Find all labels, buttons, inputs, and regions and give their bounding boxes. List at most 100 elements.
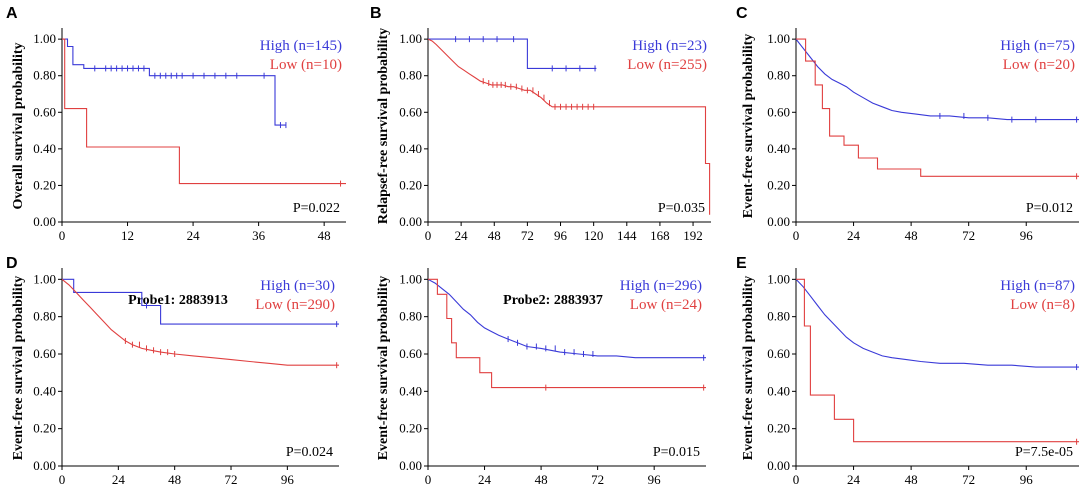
chart-panel-2: 0.00 0.20 0.40 0.60 0.80 1.00 0 24 48 72 96 120 144 1…	[370, 5, 711, 243]
x-tick-label: 192	[683, 228, 703, 243]
y-tick-label: 0.40	[33, 141, 56, 156]
x-tick-label: 24	[847, 472, 861, 487]
x-tick-label: 36	[252, 228, 266, 243]
p-value: P=0.035	[658, 201, 705, 216]
panel-letter: D	[6, 255, 18, 272]
legend-low: Low (n=24)	[630, 297, 702, 313]
x-tick-label: 24	[455, 228, 469, 243]
chart-panel-6: 0.00 0.20 0.40 0.60 0.80 1.00 0 24 48 72 96 Event-f…	[736, 255, 1079, 487]
x-tick-label: 0	[59, 228, 66, 243]
probe-title: Probe2: 2883937	[503, 293, 603, 308]
y-tick-label: 0.80	[767, 68, 790, 83]
legend-low: Low (n=255)	[627, 57, 707, 73]
x-tick-label: 24	[112, 472, 126, 487]
chart-panel-3: 0.00 0.20 0.40 0.60 0.80 1.00 0 24 48 72 96 Event-f…	[736, 5, 1079, 243]
y-tick-label: 0.60	[767, 346, 790, 361]
legend-low: Low (n=290)	[255, 297, 335, 313]
x-tick-label: 120	[584, 228, 604, 243]
high-survival-line	[795, 38, 1079, 121]
y-tick-label: 0.60	[399, 104, 422, 119]
x-tick-label: 72	[521, 228, 534, 243]
legend-low: Low (n=10)	[270, 57, 342, 73]
y-tick-label: 0.60	[767, 104, 790, 119]
y-tick-label: 1.00	[399, 271, 422, 286]
y-tick-label: 1.00	[767, 271, 790, 286]
x-tick-label: 96	[1020, 472, 1034, 487]
low-survival-line	[62, 38, 346, 185]
x-tick-label: 48	[905, 472, 918, 487]
high-survival-line	[62, 38, 286, 126]
panel-letter: A	[6, 5, 18, 22]
low-survival-line	[428, 278, 706, 389]
legend-high: High (n=87)	[1000, 278, 1075, 294]
x-tick-label: 24	[847, 228, 861, 243]
legend-high: High (n=23)	[632, 38, 707, 54]
y-tick-label: 0.00	[33, 214, 56, 229]
y-tick-label: 0.40	[399, 141, 422, 156]
x-tick-label: 96	[648, 472, 662, 487]
panel-letter: C	[736, 5, 748, 22]
legend-high: High (n=145)	[260, 38, 342, 54]
x-tick-label: 72	[591, 472, 604, 487]
y-tick-label: 0.80	[33, 68, 56, 83]
p-value: P=0.024	[286, 445, 333, 460]
x-tick-label: 48	[488, 228, 501, 243]
x-tick-label: 144	[617, 228, 637, 243]
y-tick-label: 0.00	[767, 214, 790, 229]
y-tick-label: 0.80	[399, 309, 422, 324]
x-tick-label: 96	[1020, 228, 1034, 243]
x-tick-label: 0	[425, 472, 432, 487]
x-tick-label: 96	[554, 228, 568, 243]
y-tick-label: 1.00	[33, 271, 56, 286]
x-tick-label: 0	[59, 472, 66, 487]
x-tick-label: 72	[962, 472, 975, 487]
y-tick-label: 0.20	[767, 177, 790, 192]
y-tick-label: 0.40	[33, 383, 56, 398]
y-axis-label: Overall survival probability	[11, 43, 26, 210]
y-tick-label: 0.20	[399, 421, 422, 436]
y-tick-label: 1.00	[33, 31, 56, 46]
low-survival-line	[61, 278, 339, 366]
legend-high: High (n=75)	[1000, 38, 1075, 54]
p-value: P=7.5e-05	[1015, 445, 1073, 460]
legend-low: Low (n=8)	[1010, 297, 1075, 313]
x-tick-label: 0	[793, 228, 800, 243]
x-tick-label: 24	[187, 228, 201, 243]
y-axis-label: Event-free survival probability	[376, 276, 391, 461]
low-survival-line	[796, 38, 1079, 177]
x-tick-label: 48	[535, 472, 548, 487]
x-tick-label: 12	[121, 228, 134, 243]
y-tick-label: 0.60	[33, 346, 56, 361]
high-survival-line	[427, 278, 706, 359]
x-tick-label: 96	[281, 472, 295, 487]
y-tick-label: 1.00	[767, 31, 790, 46]
y-tick-label: 0.80	[399, 68, 422, 83]
y-tick-label: 0.00	[399, 458, 422, 473]
x-tick-label: 0	[425, 228, 432, 243]
y-tick-label: 0.40	[399, 383, 422, 398]
chart-panel-1: 0.00 0.20 0.40 0.60 0.80 1.00 0 12 24 36 48 Overall…	[6, 5, 346, 243]
p-value: P=0.012	[1026, 201, 1073, 216]
x-tick-label: 48	[168, 472, 181, 487]
y-tick-label: 0.40	[767, 383, 790, 398]
low-survival-line	[796, 278, 1079, 443]
y-axis-label: Event-free survival probability	[11, 276, 26, 461]
legend-high: High (n=296)	[620, 278, 702, 294]
y-tick-label: 1.00	[399, 31, 422, 46]
y-tick-label: 0.20	[399, 177, 422, 192]
y-tick-label: 0.00	[33, 458, 56, 473]
y-axis-label: Event-free survival probability	[741, 276, 756, 461]
y-tick-label: 0.80	[767, 309, 790, 324]
x-tick-label: 168	[650, 228, 670, 243]
p-value: P=0.022	[293, 201, 340, 216]
y-tick-label: 0.20	[767, 421, 790, 436]
high-survival-line	[428, 38, 597, 69]
y-tick-label: 0.60	[399, 346, 422, 361]
x-tick-label: 48	[318, 228, 331, 243]
y-tick-label: 0.20	[33, 421, 56, 436]
y-tick-label: 0.00	[399, 214, 422, 229]
y-tick-label: 0.40	[767, 141, 790, 156]
panel-letter: E	[736, 255, 747, 272]
chart-panel-4: 0.00 0.20 0.40 0.60 0.80 1.00 0 24 48 72 96 Event-f…	[6, 255, 339, 487]
